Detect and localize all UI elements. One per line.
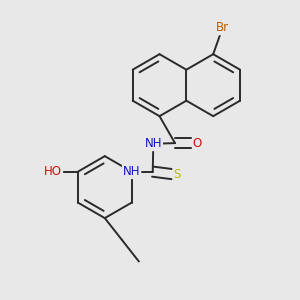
Text: O: O bbox=[193, 136, 202, 150]
Text: NH: NH bbox=[123, 165, 140, 178]
Text: NH: NH bbox=[145, 137, 162, 150]
Text: S: S bbox=[173, 168, 181, 181]
Text: HO: HO bbox=[44, 165, 62, 178]
Text: Br: Br bbox=[216, 21, 229, 34]
